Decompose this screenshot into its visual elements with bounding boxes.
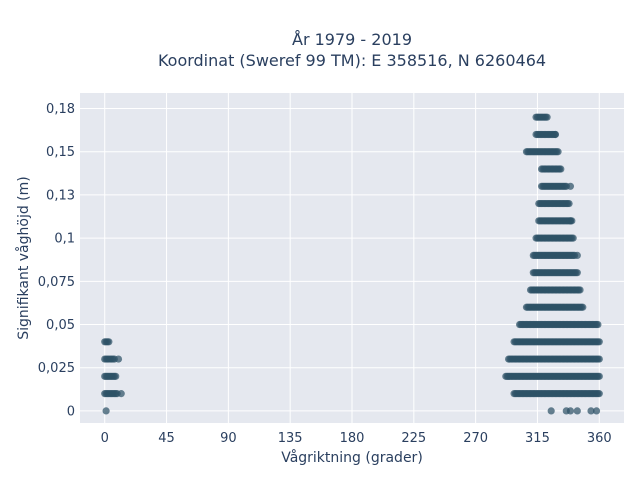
x-tick-label: 45 (158, 431, 175, 446)
x-tick-label: 315 (525, 431, 550, 446)
x-tick-label: 90 (220, 431, 237, 446)
data-point (569, 234, 577, 242)
x-tick-label: 270 (463, 431, 488, 446)
y-tick-label: 0,075 (38, 275, 75, 290)
x-tick-labels: 0 45 90 135 180 225 270 315 360 (101, 431, 612, 446)
data-point (105, 338, 113, 346)
data-point (543, 113, 551, 121)
y-tick-labels: 0 0,025 0,05 0,075 0,1 0,13 0,15 0,18 (38, 102, 75, 419)
chart-title-line1: År 1979 - 2019 (292, 30, 412, 49)
x-axis-title: Vågriktning (grader) (281, 449, 423, 466)
y-tick-label: 0,025 (38, 361, 75, 376)
x-tick-label: 135 (278, 431, 303, 446)
y-tick-label: 0,18 (46, 102, 75, 117)
data-point (573, 251, 581, 260)
y-tick-label: 0,1 (54, 232, 75, 247)
y-axis-title: Signifikant våghöjd (m) (15, 176, 32, 339)
x-tick-label: 0 (101, 431, 109, 446)
data-point (565, 199, 573, 208)
grid-lines (80, 93, 624, 423)
data-point (551, 130, 559, 139)
data-point (554, 148, 562, 156)
data-point (579, 303, 587, 311)
y-tick-label: 0,13 (46, 188, 75, 203)
data-point (594, 320, 602, 329)
data-point (557, 165, 565, 173)
y-tick-label: 0,15 (46, 145, 75, 160)
data-point (595, 338, 603, 346)
data-point (117, 390, 125, 398)
data-point (595, 372, 603, 380)
data-point (114, 355, 123, 363)
data-point (573, 407, 581, 415)
data-point (592, 407, 601, 415)
data-point (573, 269, 581, 277)
data-point (566, 182, 575, 190)
data-point (576, 286, 584, 294)
data-point (587, 407, 595, 415)
data-point (102, 407, 110, 415)
data-point (566, 217, 575, 225)
y-tick-label: 0 (67, 404, 75, 419)
data-point (566, 407, 575, 415)
data-point (547, 407, 555, 415)
data-point (112, 372, 120, 380)
data-point (595, 390, 603, 398)
data-points (101, 113, 603, 415)
x-tick-label: 225 (401, 431, 426, 446)
data-point (595, 355, 603, 363)
x-tick-label: 360 (587, 431, 612, 446)
x-tick-label: 180 (340, 431, 365, 446)
y-tick-label: 0,05 (46, 318, 75, 333)
chart-title-line2: Koordinat (Sweref 99 TM): E 358516, N 62… (158, 51, 546, 70)
